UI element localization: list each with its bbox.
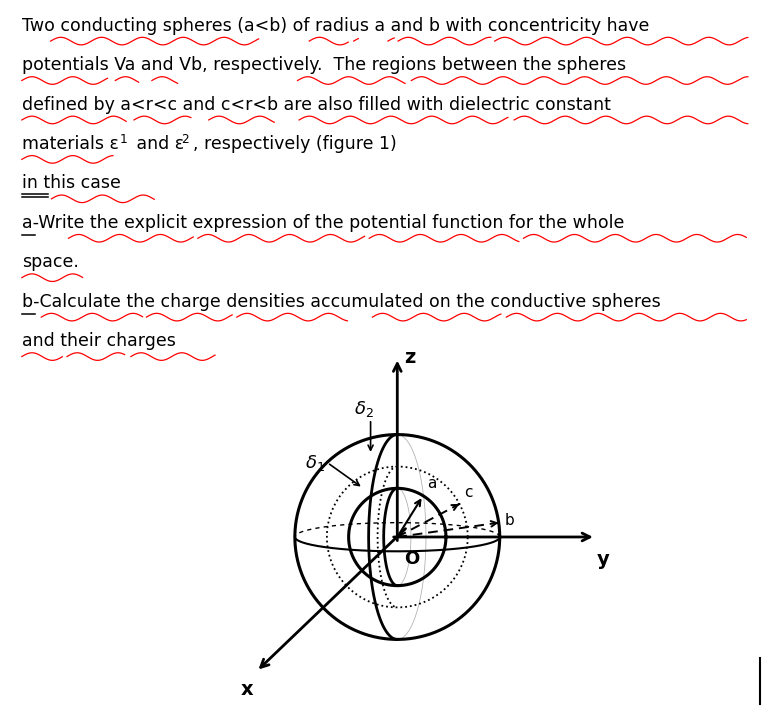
Text: x: x <box>241 680 254 699</box>
Text: $\delta_2$: $\delta_2$ <box>354 399 374 419</box>
Text: in this case: in this case <box>22 174 121 192</box>
Text: 1: 1 <box>119 133 127 146</box>
Text: $\delta_1$: $\delta_1$ <box>305 452 324 473</box>
Text: b-Calculate the charge densities accumulated on the conductive spheres: b-Calculate the charge densities accumul… <box>22 293 661 310</box>
Text: materials ε: materials ε <box>22 135 118 153</box>
Text: O: O <box>404 550 419 568</box>
Text: y: y <box>597 550 610 569</box>
Text: b: b <box>505 513 515 528</box>
Text: defined by a<r<c and c<r<b are also filled with dielectric constant: defined by a<r<c and c<r<b are also fill… <box>22 95 611 113</box>
Text: and ε: and ε <box>131 135 184 153</box>
Text: a: a <box>427 475 436 490</box>
Text: Two conducting spheres (a<b) of radius a and b with concentricity have: Two conducting spheres (a<b) of radius a… <box>22 16 649 34</box>
Text: potentials Va and Vb, respectively.  The regions between the spheres: potentials Va and Vb, respectively. The … <box>22 56 626 74</box>
Text: z: z <box>404 348 415 367</box>
Text: c: c <box>464 485 473 500</box>
Text: space.: space. <box>22 253 79 271</box>
Text: 2: 2 <box>182 133 189 146</box>
Text: and their charges: and their charges <box>22 332 176 350</box>
Text: , respectively (figure 1): , respectively (figure 1) <box>193 135 397 153</box>
Text: a-Write the explicit expression of the potential function for the whole: a-Write the explicit expression of the p… <box>22 214 624 232</box>
